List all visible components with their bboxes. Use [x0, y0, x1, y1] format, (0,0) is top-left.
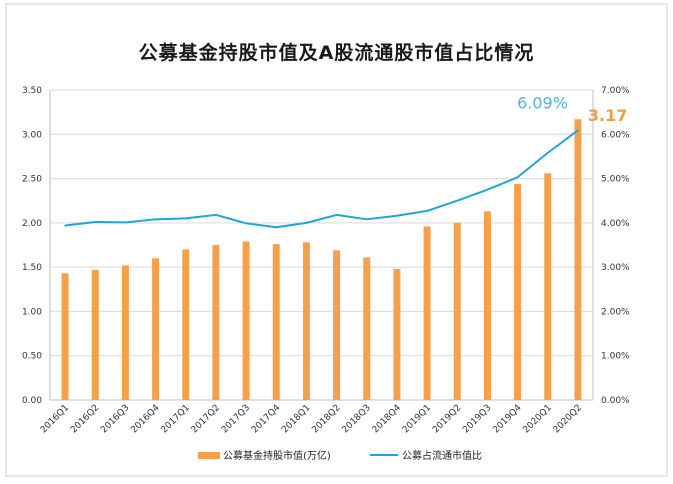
y-right-tick-label: 2.00% [601, 307, 630, 317]
x-tick-label: 2016Q2 [69, 403, 101, 435]
y-right-tick-label: 4.00% [601, 219, 630, 229]
line-point [215, 214, 217, 216]
x-tick-label: 2017Q4 [250, 403, 283, 436]
line-point [64, 224, 66, 227]
line-point [335, 214, 338, 216]
line-point [486, 188, 489, 191]
y-left-tick-label: 3.00 [22, 130, 42, 140]
chart-title: 公募基金持股市值及A股流通股市值占比情况 [138, 42, 535, 64]
x-tick-label: 2018Q3 [341, 403, 373, 435]
line-point [305, 222, 308, 224]
bar [182, 249, 190, 400]
x-tick-label: 2017Q1 [160, 403, 192, 435]
bar [363, 257, 371, 400]
line-point [94, 221, 97, 223]
line-point [154, 218, 157, 221]
bar [272, 244, 280, 400]
y-left-tick-label: 0.00 [22, 396, 42, 406]
bar [333, 250, 341, 400]
line-series-path [64, 129, 579, 229]
bar [514, 183, 522, 400]
y-left-tick-label: 0.50 [22, 352, 42, 362]
bar [574, 119, 582, 400]
x-tick-label: 2019Q1 [401, 403, 433, 435]
legend-line-label: 公募占流通市值比 [402, 449, 482, 462]
x-tick-label: 2018Q4 [371, 403, 404, 436]
x-tick-label: 2020Q1 [522, 403, 554, 435]
y-right-tick-label: 7.00% [601, 86, 630, 96]
line-point [275, 226, 278, 229]
bar [91, 269, 99, 400]
chart-border [5, 3, 668, 477]
y-left-tick-label: 1.50 [22, 263, 42, 273]
line-point [365, 218, 368, 221]
line-point [184, 217, 187, 220]
line-point [577, 129, 579, 132]
bar [152, 258, 160, 400]
bar [61, 273, 69, 400]
x-tick-label: 2020Q2 [552, 403, 584, 435]
line-last-data-label: 6.09% [517, 93, 568, 112]
x-tick-label: 2019Q3 [461, 403, 493, 435]
x-tick-label: 2019Q2 [431, 403, 463, 435]
bar [242, 241, 250, 400]
y-right-tick-label: 1.00% [601, 352, 630, 362]
line-point [516, 176, 519, 179]
bar [544, 173, 552, 400]
x-tick-label: 2017Q3 [220, 403, 252, 435]
bar [302, 242, 310, 400]
y-left-tick-label: 2.50 [22, 175, 42, 185]
x-tick-label: 2016Q3 [99, 403, 131, 435]
bar [212, 245, 220, 400]
line-point [456, 199, 459, 202]
x-tick-label: 2019Q4 [491, 403, 524, 436]
line-point [396, 214, 398, 217]
bar-last-data-label: 3.17 [588, 106, 627, 125]
legend-bar-label: 公募基金持股市值(万亿) [223, 449, 331, 462]
y-right-tick-label: 6.00% [601, 130, 630, 140]
line-point [546, 152, 549, 154]
y-right-tick-label: 0.00% [601, 396, 630, 406]
x-tick-label: 2016Q1 [39, 403, 71, 435]
x-tick-label: 2018Q2 [310, 403, 342, 435]
x-tick-label: 2016Q4 [129, 403, 162, 436]
bar [423, 226, 431, 400]
y-left-tick-label: 1.00 [22, 307, 42, 317]
bar [393, 268, 401, 400]
y-left-tick-label: 3.50 [22, 86, 42, 96]
y-right-tick-label: 5.00% [601, 175, 630, 185]
line-point [124, 221, 127, 224]
bar [453, 222, 461, 400]
legend-bar-swatch [198, 452, 220, 459]
x-tick-label: 2017Q2 [190, 403, 222, 435]
line-point [426, 210, 428, 212]
x-tick-label: 2018Q1 [280, 403, 312, 435]
y-left-tick-label: 2.00 [22, 219, 42, 229]
y-right-tick-label: 3.00% [601, 263, 630, 273]
line-point [245, 222, 247, 225]
bar [121, 265, 129, 400]
bar [483, 211, 491, 400]
